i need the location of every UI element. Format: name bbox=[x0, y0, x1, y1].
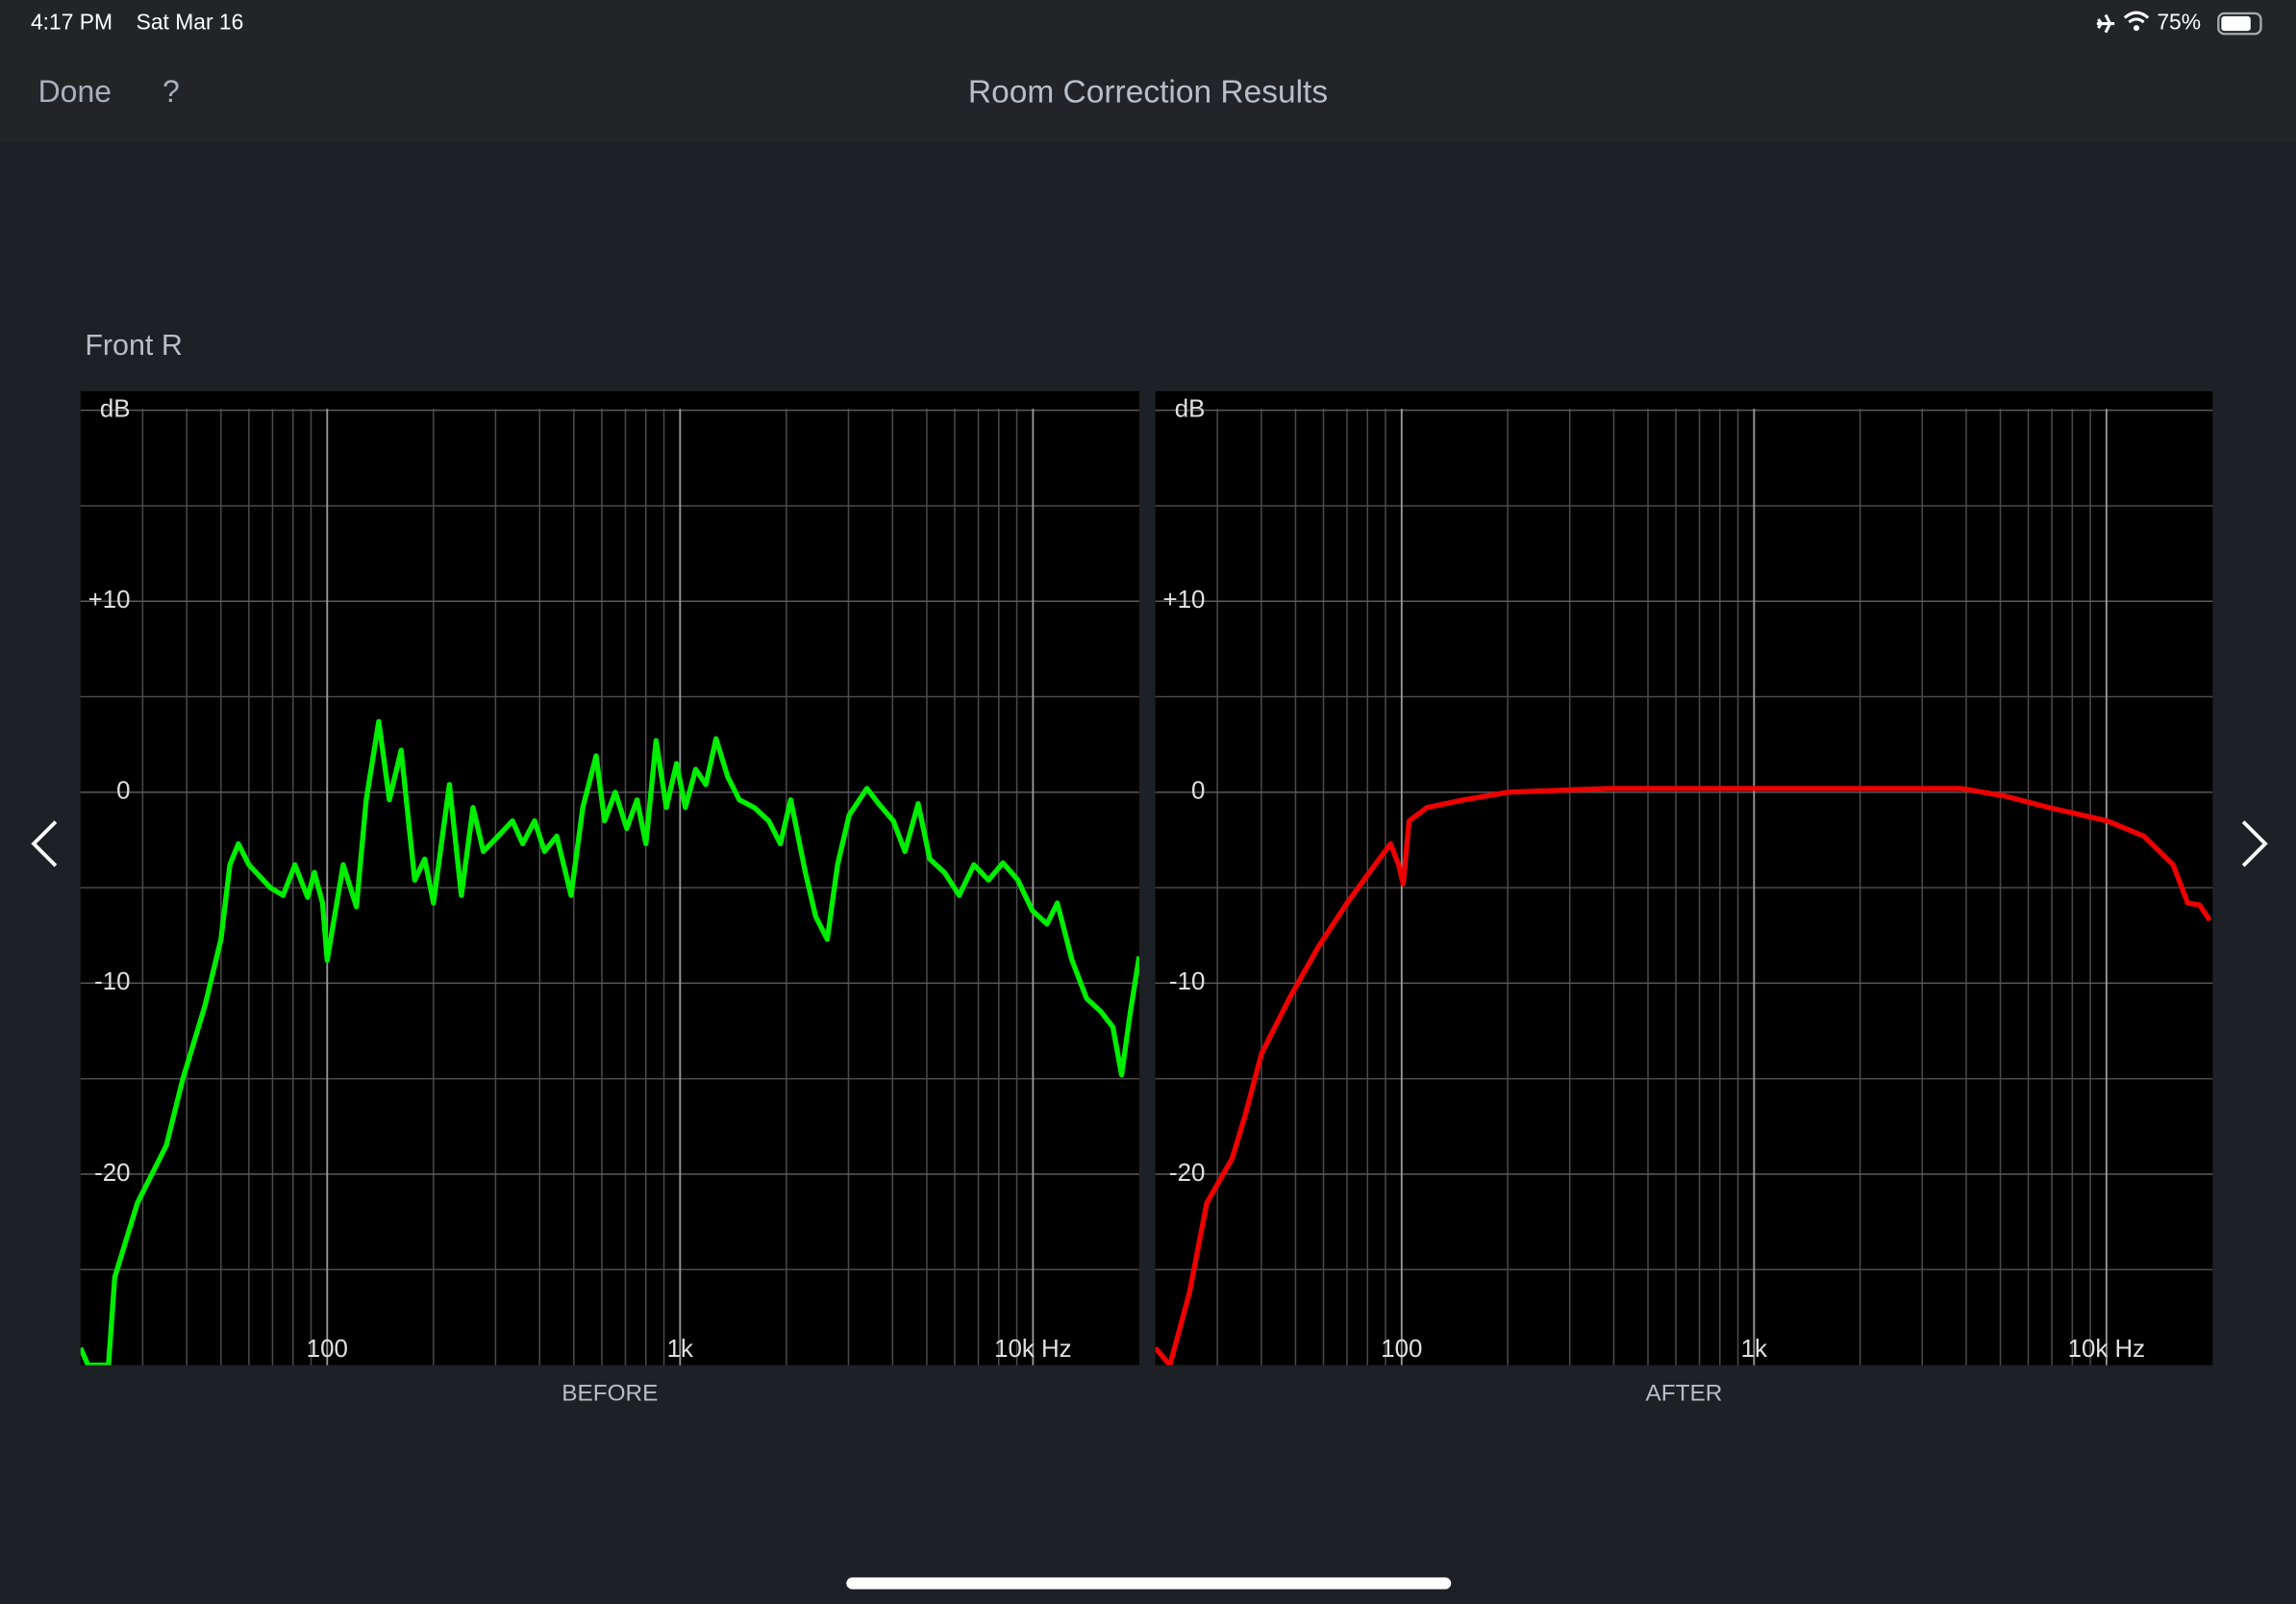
x-tick-label: 100 bbox=[1381, 1336, 1422, 1363]
y-tick-label: +10 bbox=[1162, 587, 1205, 614]
y-tick-label: -20 bbox=[1169, 1160, 1205, 1187]
x-axis-label: BEFORE bbox=[562, 1380, 658, 1406]
x-axis-label: AFTER bbox=[1645, 1380, 1722, 1406]
y-tick-label: dB bbox=[1175, 396, 1206, 423]
status-time: 4:17 PM bbox=[31, 10, 112, 35]
battery-outline bbox=[2217, 12, 2262, 36]
nav-background bbox=[0, 0, 2296, 142]
y-tick-label: -20 bbox=[94, 1160, 130, 1187]
x-tick-label: 100 bbox=[307, 1336, 348, 1363]
airplane-icon bbox=[2096, 13, 2115, 34]
done-button[interactable]: Done bbox=[38, 74, 112, 109]
x-tick-label: 10k Hz bbox=[2068, 1336, 2146, 1363]
y-tick-label: 0 bbox=[116, 778, 130, 805]
nav-title: Room Correction Results bbox=[968, 74, 1328, 110]
y-tick-label: 0 bbox=[1191, 778, 1205, 805]
home-indicator bbox=[846, 1577, 1452, 1590]
previous-button[interactable] bbox=[31, 820, 58, 867]
status-date: Sat Mar 16 bbox=[137, 10, 244, 35]
x-tick-label: 1k bbox=[1741, 1336, 1767, 1363]
y-tick-label: -10 bbox=[1169, 968, 1205, 995]
battery-level bbox=[2221, 15, 2251, 32]
plot-area bbox=[80, 390, 1139, 1366]
y-tick-label: -10 bbox=[94, 968, 130, 995]
help-button[interactable]: ? bbox=[162, 74, 180, 109]
wifi-dot bbox=[2133, 25, 2140, 32]
y-tick-label: +10 bbox=[88, 587, 131, 614]
wifi-icon bbox=[2123, 11, 2150, 24]
battery-text: 75% bbox=[2157, 10, 2201, 35]
response-curve bbox=[1155, 786, 2212, 1366]
section-label: Front R bbox=[85, 329, 182, 362]
y-tick-label: dB bbox=[100, 396, 131, 423]
x-tick-label: 1k bbox=[667, 1336, 693, 1363]
plot-area bbox=[1155, 390, 2213, 1366]
response-curve bbox=[80, 718, 1139, 1366]
x-tick-label: 10k Hz bbox=[994, 1336, 1072, 1363]
next-button[interactable] bbox=[2241, 820, 2268, 867]
